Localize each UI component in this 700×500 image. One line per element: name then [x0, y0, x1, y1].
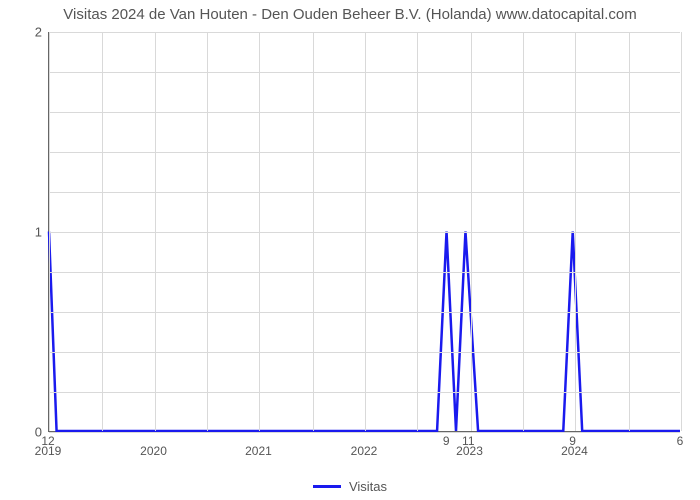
- plot-area: [48, 32, 680, 432]
- gridline-v: [207, 32, 208, 431]
- gridline-h: [49, 432, 680, 433]
- point-label: 12: [41, 434, 54, 448]
- chart-title: Visitas 2024 de Van Houten - Den Ouden B…: [0, 6, 700, 23]
- y-tick-label: 1: [12, 225, 42, 240]
- gridline-v: [681, 32, 682, 431]
- point-label: 9: [569, 434, 576, 448]
- gridline-v: [629, 32, 630, 431]
- point-label: 6: [677, 434, 684, 448]
- gridline-v: [259, 32, 260, 431]
- gridline-v: [313, 32, 314, 431]
- legend-swatch: [313, 485, 341, 488]
- y-tick-label: 0: [12, 425, 42, 440]
- x-tick-label: 2021: [245, 444, 272, 458]
- y-tick-label: 2: [12, 25, 42, 40]
- point-label: 9: [443, 434, 450, 448]
- legend: Visitas: [0, 479, 700, 494]
- x-tick-label: 2020: [140, 444, 167, 458]
- point-label: 11: [462, 434, 474, 448]
- x-tick-label: 2022: [351, 444, 378, 458]
- gridline-v: [155, 32, 156, 431]
- gridline-v: [417, 32, 418, 431]
- gridline-v: [575, 32, 576, 431]
- gridline-v: [471, 32, 472, 431]
- chart-container: Visitas 2024 de Van Houten - Den Ouden B…: [0, 0, 700, 500]
- gridline-v: [365, 32, 366, 431]
- gridline-v: [49, 32, 50, 431]
- gridline-v: [523, 32, 524, 431]
- gridline-v: [102, 32, 103, 431]
- legend-label: Visitas: [349, 479, 387, 494]
